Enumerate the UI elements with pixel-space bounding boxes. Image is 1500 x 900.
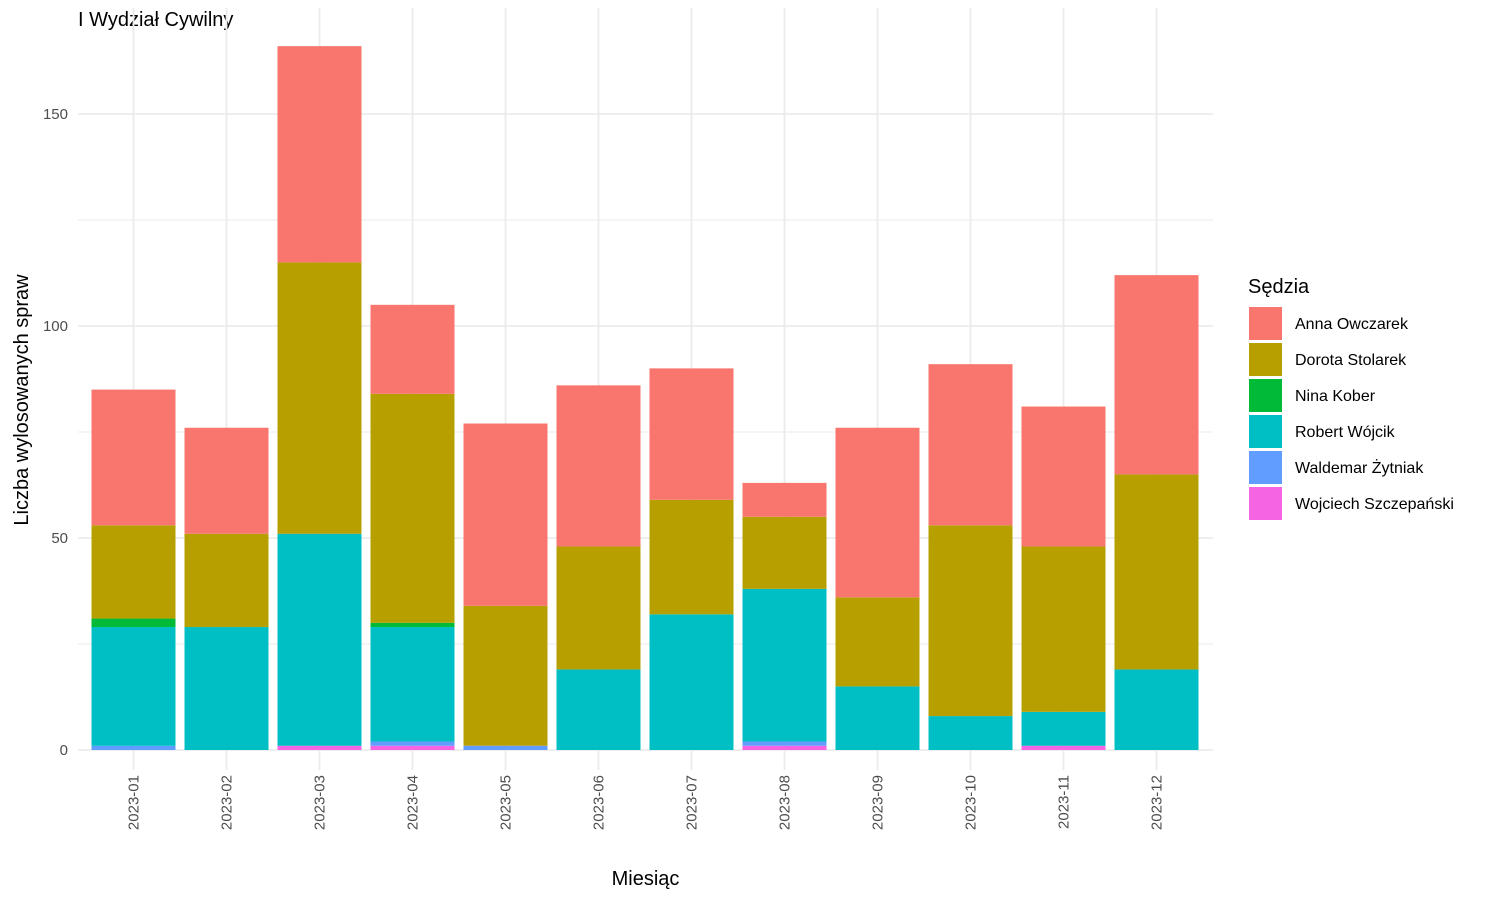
bar-segment (370, 741, 455, 746)
y-tick-label: 150 (43, 106, 68, 123)
bar-segment (835, 686, 920, 750)
bar-segment (370, 627, 455, 742)
legend-title: Sędzia (1248, 276, 1310, 298)
x-tick-label: 2023-02 (219, 775, 236, 830)
bar-segment (742, 482, 827, 517)
bar-segment (91, 627, 176, 746)
bar-segment (1114, 669, 1199, 750)
x-tick-label: 2023-11 (1056, 775, 1073, 829)
bar-segment (556, 546, 641, 670)
bar-segment (1021, 546, 1106, 712)
bar-segment (742, 741, 827, 746)
x-tick-label: 2023-07 (684, 775, 701, 830)
bar-segment (463, 745, 548, 750)
x-tick-label: 2023-12 (1149, 775, 1166, 830)
legend-key (1249, 343, 1282, 376)
bar-segment (463, 605, 548, 746)
y-tick-label: 50 (51, 530, 68, 547)
bar-segment (277, 745, 362, 750)
bar-segment (91, 618, 176, 628)
y-tick-label: 0 (60, 742, 68, 759)
legend: Sędzia Anna Owczarek Dorota Stolarek Nina … (1248, 276, 1454, 520)
bar-segment (556, 385, 641, 547)
y-ticks: 0 50 100 150 (43, 106, 68, 759)
bar-segment (1021, 406, 1106, 547)
bar-segment (928, 364, 1013, 526)
legend-key (1249, 307, 1282, 340)
x-tick-label: 2023-08 (777, 775, 794, 830)
bar-segment (277, 262, 362, 534)
y-axis-title: Liczba wylosowanych spraw (11, 274, 33, 526)
legend-key (1249, 415, 1282, 448)
bar-segment (370, 745, 455, 750)
x-tick-label: 2023-01 (126, 775, 143, 830)
bar-segment (184, 533, 269, 628)
bar-segment (649, 368, 734, 500)
bar-segment (649, 614, 734, 750)
x-tick-label: 2023-10 (963, 775, 980, 830)
bar-segment (184, 627, 269, 750)
legend-key (1249, 379, 1282, 412)
legend-label: Dorota Stolarek (1295, 352, 1407, 369)
legend-key (1249, 451, 1282, 484)
bar-segment (91, 389, 176, 526)
bar-segment (835, 597, 920, 687)
bar-segment (928, 525, 1013, 717)
bars (91, 46, 1199, 750)
bar-segment (1114, 474, 1199, 670)
bar-segment (928, 716, 1013, 750)
x-tick-label: 2023-06 (591, 775, 608, 830)
bar-segment (742, 745, 827, 750)
legend-key (1249, 487, 1282, 520)
x-tick-label: 2023-03 (312, 775, 329, 830)
bar-segment (370, 304, 455, 394)
bar-segment (742, 516, 827, 589)
legend-label: Robert Wójcik (1295, 424, 1396, 441)
bar-segment (277, 46, 362, 263)
x-axis-title: Miesiąc (612, 868, 680, 890)
bar-segment (370, 393, 455, 623)
bar-segment (1114, 275, 1199, 475)
bar-segment (835, 427, 920, 598)
bar-segment (1021, 745, 1106, 750)
bar-segment (370, 622, 455, 628)
x-ticks: 2023-01 2023-02 2023-03 2023-04 2023-05 2023-… (126, 775, 1166, 830)
x-tick-label: 2023-05 (498, 775, 515, 830)
y-tick-label: 100 (43, 318, 68, 335)
legend-label: Wojciech Szczepański (1295, 496, 1454, 513)
bar-segment (184, 427, 269, 534)
bar-segment (91, 525, 176, 619)
bar-segment (742, 588, 827, 742)
bar-segment (463, 423, 548, 606)
legend-label: Waldemar Żytniak (1295, 458, 1424, 477)
bar-segment (91, 745, 176, 750)
chart-title: I Wydział Cywilny (78, 9, 233, 31)
x-tick-label: 2023-04 (405, 775, 422, 830)
x-tick-label: 2023-09 (870, 775, 887, 830)
bar-segment (1021, 711, 1106, 746)
bar-segment (649, 499, 734, 615)
legend-label: Anna Owczarek (1295, 316, 1409, 333)
bar-segment (556, 669, 641, 750)
legend-label: Nina Kober (1295, 388, 1376, 405)
bar-segment (277, 533, 362, 746)
